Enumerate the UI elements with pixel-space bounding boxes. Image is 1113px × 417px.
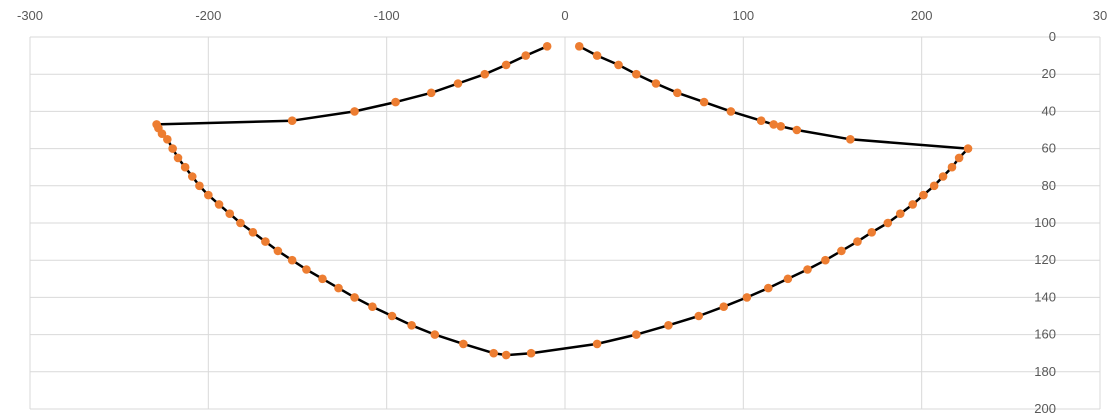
data-point [526,348,536,358]
data-point [236,218,245,228]
x-tick-label: 0 [561,8,568,23]
data-point [673,88,682,98]
y-tick-label: 180 [1034,364,1056,379]
x-tick-label: -300 [17,8,43,23]
y-axis-ticks: 0 20 40 60 80 100 120 140 160 180 200 [1034,29,1056,416]
data-point [632,330,641,339]
data-point [302,265,311,274]
data-point [664,321,673,330]
data-point [501,60,511,70]
data-point [919,190,928,200]
data-points [152,42,973,360]
data-point [947,162,957,172]
data-point [867,228,877,237]
data-point [726,107,736,116]
data-point [853,237,862,246]
data-point [521,51,531,60]
data-point [157,129,167,139]
data-point [574,42,584,51]
data-point [719,302,729,312]
data-point [954,153,964,163]
data-point [542,42,552,51]
data-point [350,293,359,302]
data-point [195,181,204,191]
data-point [430,330,440,339]
data-point [699,97,709,107]
y-tick-label: 140 [1034,289,1056,304]
data-point [168,144,177,153]
data-point [837,246,846,256]
data-point [318,274,327,284]
data-point [938,172,948,181]
data-point [287,116,297,125]
data-point [821,255,830,265]
y-tick-label: 100 [1034,215,1056,230]
data-point [792,125,802,135]
data-point [742,293,752,302]
y-tick-label: 60 [1042,141,1056,156]
data-point [459,339,468,349]
data-point [180,162,190,172]
y-tick-label: 80 [1042,178,1056,193]
data-point [334,283,343,293]
data-point [592,51,602,60]
data-point [204,190,213,200]
data-point [783,274,793,284]
data-point [614,60,623,70]
data-point [426,88,436,98]
series-line [155,45,970,357]
x-tick-label: 200 [911,8,933,23]
data-point [261,237,270,246]
data-point [368,302,377,312]
data-point [225,209,235,218]
y-tick-label: 40 [1042,103,1056,118]
gridlines [29,36,1101,410]
data-point [214,200,224,209]
data-point [248,228,258,237]
x-tick-label: -100 [374,8,400,23]
data-point [769,120,778,129]
data-point [489,348,498,358]
data-point [776,121,786,131]
data-point [846,135,855,144]
data-point [173,153,183,163]
data-point [694,311,704,321]
data-point [883,218,893,228]
y-tick-label: 160 [1034,327,1056,342]
data-point [273,246,283,256]
data-point [387,311,397,321]
data-point [963,144,973,153]
data-point [350,107,359,116]
data-point [929,181,939,191]
data-point [407,321,416,330]
x-tick-label: 30 [1093,8,1107,23]
y-tick-label: 120 [1034,252,1056,267]
data-point [501,350,511,360]
y-tick-label: 200 [1034,401,1056,416]
data-point [163,135,172,144]
data-point [756,116,766,125]
data-point [895,209,905,218]
x-tick-label: 100 [732,8,754,23]
data-point [187,172,197,181]
data-point [391,97,400,107]
data-point [480,69,490,79]
y-tick-label: 0 [1049,29,1056,44]
data-point [632,69,641,79]
data-point [287,255,297,265]
x-tick-label: -200 [195,8,221,23]
y-tick-label: 20 [1042,66,1056,81]
data-point [453,79,463,88]
data-point [908,200,918,209]
data-point [803,265,812,274]
data-point [764,283,773,293]
x-axis-ticks: -300 -200 -100 0 100 200 30 [17,8,1107,23]
data-point [651,79,661,88]
data-point [592,339,602,349]
